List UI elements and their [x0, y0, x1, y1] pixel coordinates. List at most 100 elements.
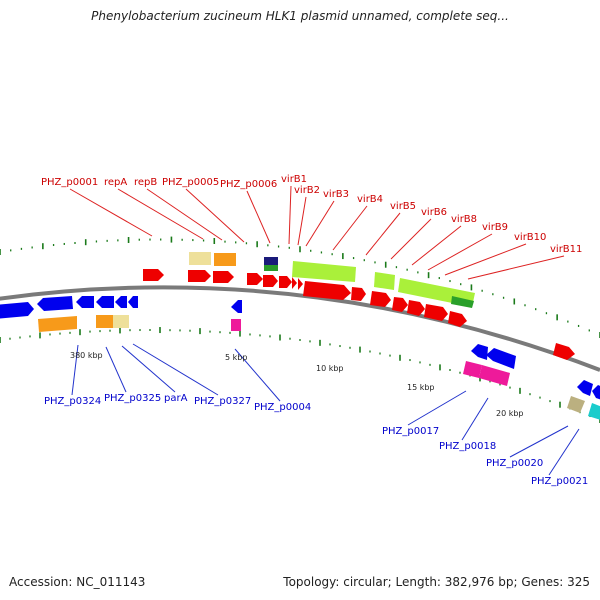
- topology-summary: Topology: circular; Length: 382,976 bp; …: [283, 575, 590, 589]
- gene-virb9[interactable]: [407, 300, 425, 316]
- leader-line: [121, 345, 176, 393]
- gene-virb10[interactable]: [424, 304, 448, 321]
- gene-phz-p0327[interactable]: [96, 296, 114, 308]
- block-cyan[interactable]: [588, 403, 600, 420]
- gene-phz-p0006[interactable]: [263, 275, 278, 287]
- scale-label-380kbp: 380 kbp: [70, 351, 103, 360]
- block-lime-1[interactable]: [292, 261, 356, 282]
- gene-phz-p0325[interactable]: [37, 296, 73, 311]
- label-virb1[interactable]: virB1: [281, 174, 307, 185]
- label-phz-p0017[interactable]: PHZ_p0017: [382, 426, 439, 437]
- block-magenta-2[interactable]: [463, 361, 482, 378]
- label-virb10[interactable]: virB10: [514, 232, 546, 243]
- map-title: Phenylobacterium zucineum HLK1 plasmid u…: [91, 9, 509, 23]
- label-virb4[interactable]: virB4: [357, 194, 383, 205]
- block-orange-3[interactable]: [96, 315, 113, 328]
- lower-category-blocks: [38, 315, 600, 420]
- label-virb9[interactable]: virB9: [482, 222, 508, 233]
- label-phz-p0021[interactable]: PHZ_p0021: [531, 476, 588, 487]
- label-virb5[interactable]: virB5: [390, 201, 416, 212]
- block-khaki-2[interactable]: [113, 315, 129, 328]
- label-phz-p0001[interactable]: PHZ_p0001: [41, 177, 98, 188]
- gene-phz-p0020[interactable]: [577, 380, 593, 396]
- label-virb11[interactable]: virB11: [550, 244, 582, 255]
- gene-virb5[interactable]: [351, 287, 366, 301]
- block-magenta-1[interactable]: [231, 319, 241, 331]
- scale-label-5kbp: 5 kbp: [225, 353, 247, 362]
- label-phz-p0325[interactable]: PHZ_p0325: [104, 393, 161, 404]
- forward-features: [143, 269, 575, 360]
- reverse-features: [0, 296, 600, 400]
- leader-line: [467, 255, 565, 280]
- gene-virb1[interactable]: [279, 276, 292, 288]
- gene-virb8[interactable]: [392, 297, 408, 312]
- label-phz-p0020[interactable]: PHZ_p0020: [486, 458, 543, 469]
- leader-line: [332, 205, 368, 251]
- gene-phz-p0021[interactable]: [592, 385, 600, 400]
- leader-line: [105, 346, 127, 393]
- gene-forward-far[interactable]: [553, 343, 575, 360]
- label-virb3[interactable]: virB3: [323, 189, 349, 200]
- label-virb6[interactable]: virB6: [421, 207, 447, 218]
- outer-tick-ring: [0, 236, 600, 338]
- leader-line: [246, 190, 271, 244]
- gene-virb2[interactable]: [292, 277, 297, 289]
- gene-reverse-small-2[interactable]: [128, 296, 138, 308]
- label-para[interactable]: parA: [164, 393, 188, 404]
- leader-line: [390, 218, 432, 260]
- scale-label-20kbp: 20 kbp: [496, 409, 524, 418]
- gene-phz-p0017[interactable]: [471, 344, 488, 360]
- block-tan[interactable]: [567, 396, 585, 413]
- block-navy[interactable]: [264, 257, 278, 265]
- upper-category-blocks: [189, 252, 475, 308]
- block-lime-2[interactable]: [374, 272, 395, 290]
- leader-line: [146, 188, 223, 241]
- top-gene-labels: PHZ_p0001 repA repB PHZ_p0005 PHZ_p0006 …: [41, 174, 582, 255]
- block-green-small[interactable]: [264, 265, 278, 271]
- gene-repa[interactable]: [188, 270, 211, 282]
- leader-line: [234, 348, 281, 402]
- block-green-1[interactable]: [451, 296, 474, 308]
- scale-labels: 380 kbp 5 kbp 10 kbp 15 kbp 20 kbp: [70, 351, 524, 418]
- label-leader-lines: [69, 185, 580, 476]
- leader-line: [427, 233, 493, 271]
- gene-phz-p0018[interactable]: [486, 348, 516, 369]
- gene-repb[interactable]: [213, 271, 234, 283]
- leader-line: [288, 185, 292, 245]
- block-orange-1[interactable]: [214, 253, 236, 266]
- gene-reverse-small-1[interactable]: [115, 296, 127, 308]
- block-magenta-3[interactable]: [479, 365, 510, 386]
- leader-line: [365, 212, 401, 256]
- block-orange-2[interactable]: [38, 316, 77, 332]
- leader-line: [132, 343, 219, 396]
- gene-para[interactable]: [76, 296, 94, 308]
- gene-virb3[interactable]: [298, 278, 303, 290]
- label-virb2[interactable]: virB2: [294, 185, 320, 196]
- label-repa[interactable]: repA: [104, 177, 127, 188]
- label-phz-p0327[interactable]: PHZ_p0327: [194, 396, 251, 407]
- leader-line: [411, 225, 462, 266]
- leader-line: [305, 200, 335, 247]
- leader-line: [69, 188, 153, 237]
- leader-line: [407, 390, 467, 426]
- gene-virb6[interactable]: [370, 291, 391, 307]
- leader-line: [509, 425, 569, 458]
- label-repb[interactable]: repB: [134, 177, 157, 188]
- label-phz-p0005[interactable]: PHZ_p0005: [162, 177, 219, 188]
- gene-virb11[interactable]: [448, 311, 467, 327]
- leader-line: [117, 188, 204, 240]
- leader-line: [185, 188, 245, 243]
- label-phz-p0006[interactable]: PHZ_p0006: [220, 179, 277, 190]
- gene-phz-p0001[interactable]: [143, 269, 164, 281]
- gene-phz-p0004[interactable]: [231, 300, 242, 313]
- block-khaki-1[interactable]: [189, 252, 211, 265]
- leader-line: [71, 344, 79, 396]
- gene-phz-p0005[interactable]: [247, 273, 263, 285]
- gene-virb4[interactable]: [303, 281, 351, 300]
- label-phz-p0018[interactable]: PHZ_p0018: [439, 441, 496, 452]
- gene-phz-p0324[interactable]: [0, 302, 34, 319]
- label-virb8[interactable]: virB8: [451, 214, 477, 225]
- label-phz-p0004[interactable]: PHZ_p0004: [254, 402, 311, 413]
- label-phz-p0324[interactable]: PHZ_p0324: [44, 396, 101, 407]
